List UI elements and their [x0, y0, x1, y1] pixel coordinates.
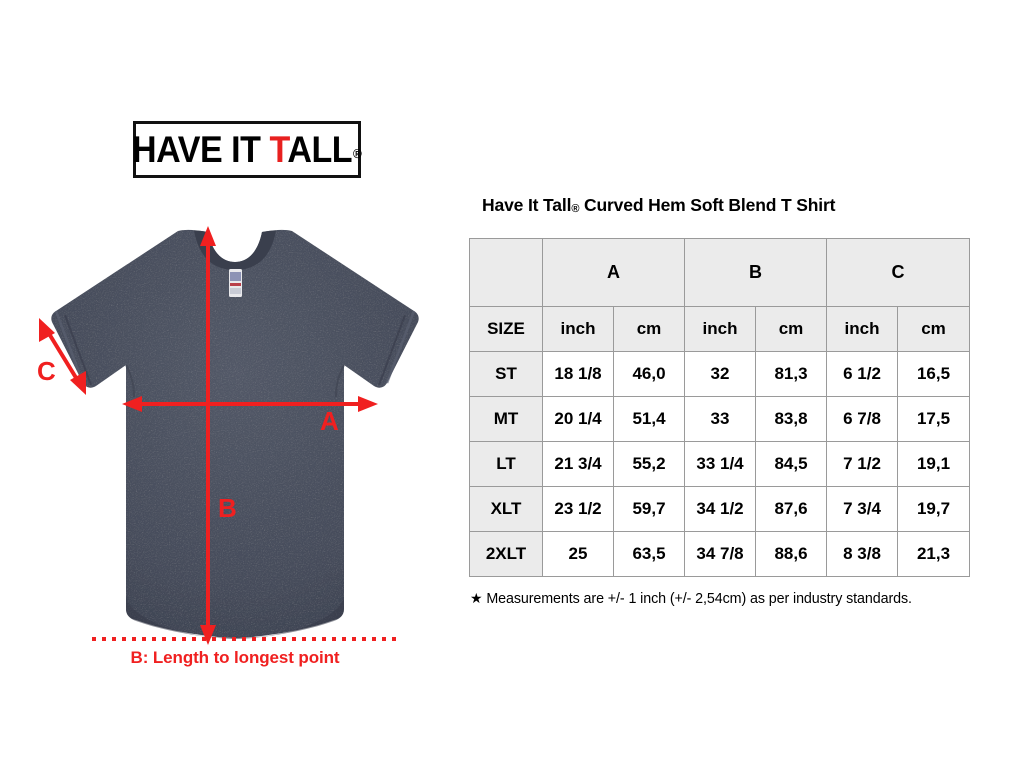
table-row: ST 18 1/8 46,0 32 81,3 6 1/2 16,5 [469, 351, 970, 397]
page-title-brand: Have It Tall [482, 195, 572, 215]
table-row: MT 20 1/4 51,4 33 83,8 6 7/8 17,5 [469, 396, 970, 442]
table-row: LT 21 3/4 55,2 33 1/4 84,5 7 1/2 19,1 [469, 441, 970, 487]
group-header-b: B [684, 238, 827, 307]
cell-b-cm: 88,6 [755, 531, 827, 577]
column-header-a-inch: inch [542, 306, 614, 352]
measure-line-c [39, 318, 86, 395]
figure-caption: B: Length to longest point [130, 648, 340, 667]
column-header-c-inch: inch [826, 306, 898, 352]
cell-c-cm: 16,5 [897, 351, 970, 397]
cell-a-inch: 21 3/4 [542, 441, 614, 487]
table-unit-header-row: SIZE inch cm inch cm inch cm [469, 306, 970, 352]
cell-b-inch: 32 [684, 351, 756, 397]
cell-a-inch: 20 1/4 [542, 396, 614, 442]
column-header-size: SIZE [469, 306, 543, 352]
tshirt-illustration: A B C [37, 226, 419, 645]
right-armhole-seam [335, 364, 345, 398]
cell-c-inch: 7 3/4 [826, 486, 898, 532]
right-sleeve-hem-inner [378, 314, 406, 386]
cell-b-inch: 34 1/2 [684, 486, 756, 532]
size-chart-table: A B C SIZE inch cm inch cm inch cm ST 18… [469, 238, 970, 577]
column-header-c-cm: cm [897, 306, 970, 352]
cell-a-cm: 51,4 [613, 396, 685, 442]
cell-c-cm: 19,7 [897, 486, 970, 532]
cell-c-inch: 6 1/2 [826, 351, 898, 397]
tshirt-neck-tag [229, 269, 242, 297]
column-header-a-cm: cm [613, 306, 685, 352]
logo-part-two: ALL [287, 129, 353, 170]
left-sleeve-hem-inner [64, 314, 92, 386]
logo-part-one: HAVE IT [132, 129, 270, 170]
cell-size: XLT [469, 486, 543, 532]
cell-c-inch: 6 7/8 [826, 396, 898, 442]
cell-b-cm: 81,3 [755, 351, 827, 397]
page-title: Have It Tall® Curved Hem Soft Blend T Sh… [482, 195, 836, 216]
group-header-c: C [826, 238, 970, 307]
table-body: ST 18 1/8 46,0 32 81,3 6 1/2 16,5 MT 20 … [469, 351, 970, 577]
left-sleeve-hem [54, 310, 85, 384]
brand-logo-text: HAVE IT TALL® [132, 129, 362, 170]
tshirt-diagram: A B C [20, 215, 450, 675]
cell-size: 2XLT [469, 531, 543, 577]
cell-b-inch: 33 [684, 396, 756, 442]
group-header-a: A [542, 238, 685, 307]
table-header: A B C SIZE inch cm inch cm inch cm [469, 238, 970, 352]
table-group-header-row: A B C [469, 238, 970, 307]
cell-c-cm: 17,5 [897, 396, 970, 442]
logo-red-letter: T [269, 129, 288, 170]
measurements-footnote: ★ Measurements are +/- 1 inch (+/- 2,54c… [470, 590, 912, 607]
cell-c-inch: 7 1/2 [826, 441, 898, 487]
tshirt-body-shape [51, 229, 419, 638]
group-header-blank [469, 238, 543, 307]
column-header-b-cm: cm [755, 306, 827, 352]
column-header-b-inch: inch [684, 306, 756, 352]
right-sleeve-hem [385, 310, 416, 384]
measure-line-b [200, 226, 216, 645]
cell-a-cm: 46,0 [613, 351, 685, 397]
cell-size: LT [469, 441, 543, 487]
brand-logo-box: HAVE IT TALL® [132, 121, 362, 178]
measure-label-a: A [320, 406, 339, 436]
registered-trademark-icon: ® [353, 146, 362, 161]
measure-label-b: B [218, 493, 237, 523]
star-icon: ★ [470, 590, 483, 606]
cell-a-cm: 63,5 [613, 531, 685, 577]
cell-c-cm: 19,1 [897, 441, 970, 487]
cell-size: ST [469, 351, 543, 397]
measurement-arrows [39, 226, 378, 645]
cell-size: MT [469, 396, 543, 442]
cell-a-inch: 23 1/2 [542, 486, 614, 532]
left-armhole-seam [125, 364, 135, 398]
cell-b-cm: 87,6 [755, 486, 827, 532]
tshirt-collar [194, 230, 276, 270]
registered-trademark-icon: ® [571, 203, 580, 215]
cell-a-cm: 59,7 [613, 486, 685, 532]
hem-reference-dotted-line [92, 637, 398, 641]
measure-line-a [122, 396, 378, 412]
cell-b-cm: 83,8 [755, 396, 827, 442]
measure-label-c: C [37, 356, 56, 386]
cell-b-inch: 34 7/8 [684, 531, 756, 577]
cell-b-inch: 33 1/4 [684, 441, 756, 487]
cell-a-inch: 25 [542, 531, 614, 577]
cell-c-inch: 8 3/8 [826, 531, 898, 577]
cell-b-cm: 84,5 [755, 441, 827, 487]
footnote-text: Measurements are +/- 1 inch (+/- 2,54cm)… [482, 591, 912, 607]
page-title-product: Curved Hem Soft Blend T Shirt [579, 195, 836, 215]
cell-c-cm: 21,3 [897, 531, 970, 577]
table-row: 2XLT 25 63,5 34 7/8 88,6 8 3/8 21,3 [469, 531, 970, 577]
table-row: XLT 23 1/2 59,7 34 1/2 87,6 7 3/4 19,7 [469, 486, 970, 532]
cell-a-cm: 55,2 [613, 441, 685, 487]
cell-a-inch: 18 1/8 [542, 351, 614, 397]
